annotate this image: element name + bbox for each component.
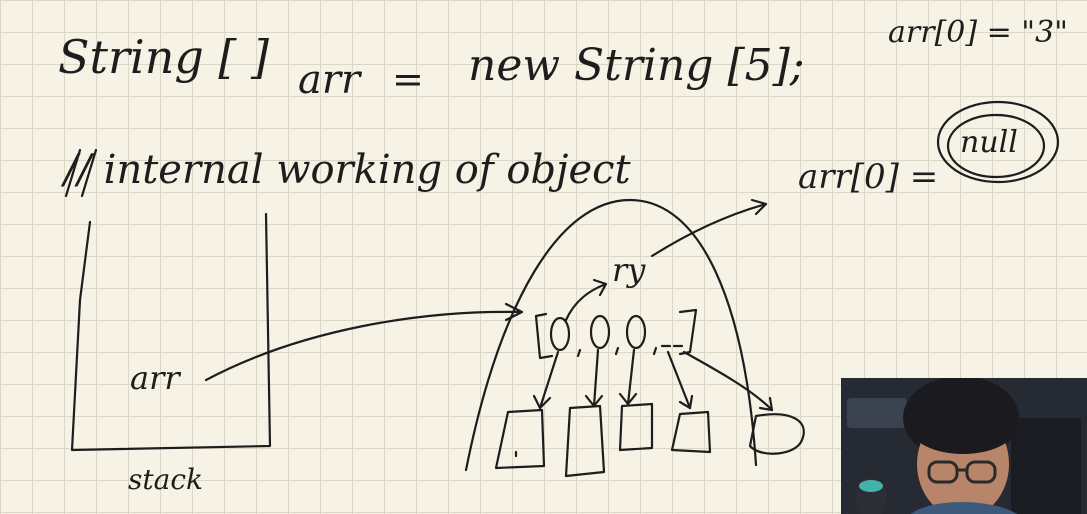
presenter-webcam bbox=[841, 378, 1087, 514]
heap-object-0 bbox=[494, 408, 546, 470]
arrow-down-3 bbox=[666, 350, 692, 410]
line1-rhs: new String [5]; bbox=[468, 40, 805, 91]
null-label: null bbox=[960, 125, 1018, 160]
array-cell-1 bbox=[589, 314, 611, 350]
line1-var: arr bbox=[298, 57, 361, 103]
stack-variable: arr bbox=[130, 359, 180, 397]
arrowhead bbox=[618, 392, 638, 406]
arrowhead bbox=[592, 278, 608, 297]
heap-object-3 bbox=[670, 410, 712, 454]
arrow-str-to-note bbox=[650, 202, 768, 258]
stack-label: stack bbox=[128, 463, 203, 496]
heap-string-object: ry bbox=[612, 251, 646, 289]
array-commas bbox=[576, 346, 658, 358]
arrowhead bbox=[750, 198, 768, 216]
line1-equals: = bbox=[392, 57, 424, 101]
arrowhead bbox=[758, 396, 774, 412]
heap-object-1 bbox=[564, 404, 606, 478]
null-circle-outer bbox=[936, 100, 1060, 184]
arrowhead bbox=[532, 394, 552, 410]
arrow-down-4 bbox=[682, 350, 774, 412]
arrow-stack-to-heap bbox=[204, 310, 522, 382]
heap-object-2 bbox=[618, 402, 654, 452]
heap-dome bbox=[464, 198, 758, 472]
line1-type: String [ ] bbox=[58, 30, 269, 84]
arrowhead bbox=[678, 394, 694, 410]
note-top-right: arr[0] = "3" bbox=[888, 15, 1068, 50]
comment-slashes bbox=[64, 148, 98, 198]
array-bracket-left bbox=[534, 312, 554, 360]
arrow-down-1 bbox=[592, 348, 600, 408]
array-cell-2 bbox=[625, 314, 647, 350]
stack-box bbox=[70, 212, 272, 452]
arrow-down-2 bbox=[626, 348, 636, 406]
heap-object-4 bbox=[748, 413, 805, 455]
presenter-figure bbox=[841, 378, 1087, 514]
array-cell-0 bbox=[549, 316, 571, 352]
arrow-down-0 bbox=[538, 350, 560, 410]
note-right: arr[0] = bbox=[798, 157, 939, 197]
arrow-cell-to-str bbox=[564, 282, 608, 322]
array-bracket-right bbox=[678, 308, 698, 356]
null-circle-inner bbox=[946, 113, 1046, 179]
comment-text: // internal working of object bbox=[64, 147, 631, 193]
